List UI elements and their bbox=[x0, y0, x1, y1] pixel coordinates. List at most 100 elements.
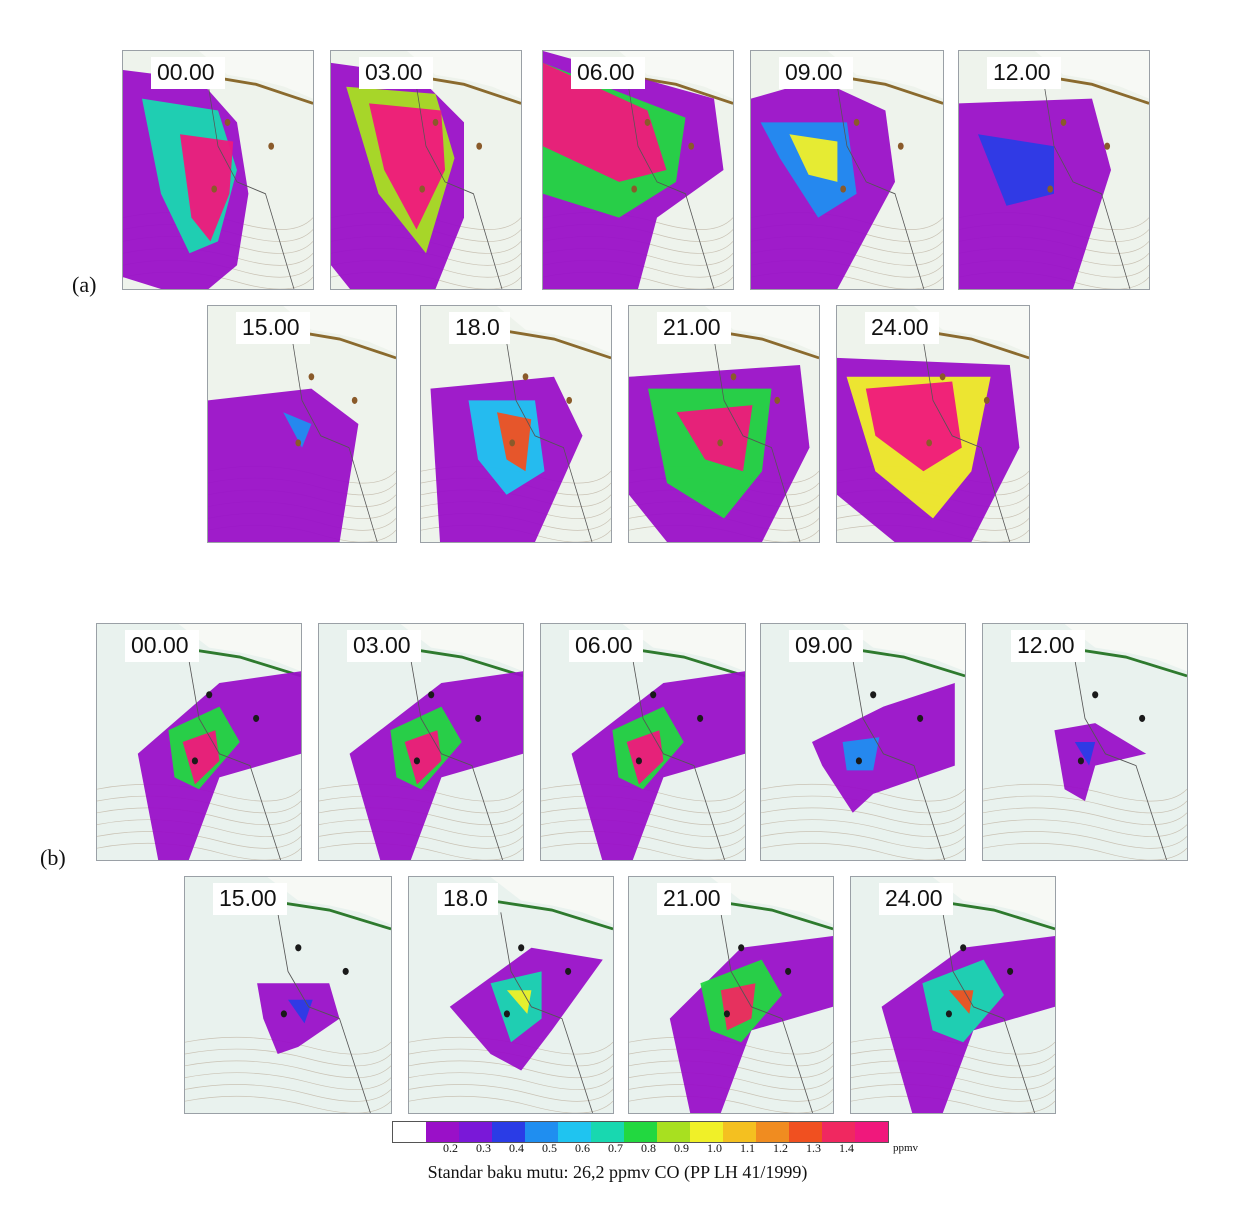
terrain-contour bbox=[629, 1084, 833, 1102]
boundary-line bbox=[628, 86, 715, 289]
boundary-line bbox=[292, 341, 378, 542]
boundary-line bbox=[720, 912, 813, 1113]
terrain-contour bbox=[541, 831, 745, 849]
coastline bbox=[178, 646, 301, 678]
terrain-contour bbox=[409, 1095, 613, 1113]
panel-a-1500: 15.00 bbox=[207, 305, 397, 543]
concentration-plume bbox=[626, 730, 664, 785]
boundary-line bbox=[923, 341, 1011, 542]
time-label: 03.00 bbox=[359, 57, 433, 89]
station-marker bbox=[1139, 714, 1146, 722]
map-plot bbox=[983, 624, 1187, 860]
colorbar-swatch bbox=[393, 1122, 426, 1142]
station-marker bbox=[774, 396, 781, 404]
terrain-contour bbox=[851, 1048, 1055, 1067]
colorbar-swatch bbox=[789, 1122, 822, 1142]
panel-a-0000: 00.00 bbox=[122, 50, 314, 290]
coastline bbox=[842, 646, 965, 678]
sea-area bbox=[407, 51, 521, 99]
station-marker bbox=[428, 691, 435, 699]
time-label: 00.00 bbox=[151, 57, 225, 89]
terrain-contour bbox=[185, 1036, 391, 1055]
station-marker bbox=[926, 439, 933, 447]
colorbar-tick-label: 0.5 bbox=[542, 1141, 557, 1155]
station-marker bbox=[897, 142, 904, 150]
boundary-line bbox=[852, 659, 945, 860]
terrain-contour bbox=[761, 831, 965, 849]
coastline bbox=[622, 646, 745, 678]
terrain-contour bbox=[629, 1048, 833, 1067]
terrain-contour bbox=[97, 842, 301, 860]
map-plot bbox=[409, 877, 613, 1113]
sea-area bbox=[1035, 51, 1149, 99]
station-marker bbox=[295, 944, 302, 952]
station-marker bbox=[1104, 142, 1111, 150]
coastline bbox=[490, 899, 613, 931]
boundary-line bbox=[632, 659, 725, 860]
colorbar-swatch bbox=[624, 1122, 657, 1142]
time-label: 15.00 bbox=[236, 312, 310, 344]
concentration-plume bbox=[404, 730, 442, 785]
coastline bbox=[496, 328, 611, 360]
terrain-contour bbox=[983, 842, 1187, 860]
colorbar-swatch bbox=[591, 1122, 624, 1142]
time-label: 12.00 bbox=[1011, 630, 1085, 662]
terrain-contour bbox=[409, 1048, 613, 1067]
panel-a-0900: 09.00 bbox=[750, 50, 944, 290]
terrain-contour bbox=[629, 1036, 833, 1055]
terrain-contour bbox=[851, 1036, 1055, 1055]
time-label: 21.00 bbox=[657, 883, 731, 915]
colorbar-swatch bbox=[822, 1122, 855, 1142]
colorbar-tick-label: 0.7 bbox=[608, 1141, 623, 1155]
time-label: 09.00 bbox=[779, 57, 853, 89]
terrain-contour bbox=[541, 783, 745, 802]
station-marker bbox=[476, 142, 483, 150]
panel-a-0300: 03.00 bbox=[330, 50, 522, 290]
concentration-plume bbox=[257, 983, 340, 1054]
terrain-contour bbox=[541, 795, 745, 814]
sea-area bbox=[283, 306, 396, 354]
colorbar-unit: ppmv bbox=[893, 1142, 919, 1154]
station-marker bbox=[565, 967, 572, 975]
terrain-contour bbox=[319, 831, 523, 849]
time-label: 24.00 bbox=[865, 312, 939, 344]
panel-b-2100: 21.00 bbox=[628, 876, 834, 1114]
station-marker bbox=[1077, 757, 1084, 765]
panel-b-0900: 09.00 bbox=[760, 623, 966, 861]
terrain-contour bbox=[983, 807, 1187, 826]
terrain-contour bbox=[185, 1060, 391, 1079]
sea-area bbox=[490, 877, 613, 925]
station-marker bbox=[518, 944, 525, 952]
time-label: 18.0 bbox=[449, 312, 510, 344]
caption: Standar baku mutu: 26,2 ppmv CO (PP LH 4… bbox=[427, 1162, 808, 1182]
colorbar-swatch bbox=[426, 1122, 459, 1142]
terrain-contour bbox=[629, 1095, 833, 1113]
boundary-line bbox=[837, 86, 925, 289]
concentration-plume bbox=[283, 412, 312, 448]
colorbar-tick-label bbox=[854, 1141, 887, 1157]
panel-b-1500: 15.00 bbox=[184, 876, 392, 1114]
station-marker bbox=[342, 967, 349, 975]
station-marker bbox=[870, 691, 877, 699]
station-marker bbox=[730, 373, 737, 381]
station-marker bbox=[917, 714, 924, 722]
boundary-line bbox=[500, 912, 593, 1113]
panel-b-1800: 18.0 bbox=[408, 876, 614, 1114]
coastline bbox=[1064, 646, 1187, 678]
terrain-contour bbox=[851, 1084, 1055, 1102]
concentration-plume bbox=[1074, 742, 1096, 766]
group-label-a: (a) bbox=[72, 272, 97, 297]
colorbar-swatch bbox=[459, 1122, 492, 1142]
concentration-plume bbox=[208, 388, 359, 542]
boundary-line bbox=[416, 86, 503, 289]
station-marker bbox=[939, 373, 946, 381]
station-marker bbox=[522, 373, 529, 381]
colorbar-ticks: 0.2 0.3 0.4 0.5 0.6 0.7 0.8 0.9 1.0 1.1 1.2 1.3 1.4 bbox=[392, 1141, 887, 1157]
sea-area bbox=[932, 877, 1055, 925]
colorbar-tick-label: 0.2 bbox=[443, 1141, 458, 1155]
station-marker bbox=[268, 142, 275, 150]
time-label: 09.00 bbox=[789, 630, 863, 662]
map-plot bbox=[123, 51, 313, 289]
station-marker bbox=[635, 757, 642, 765]
station-marker bbox=[738, 944, 745, 952]
